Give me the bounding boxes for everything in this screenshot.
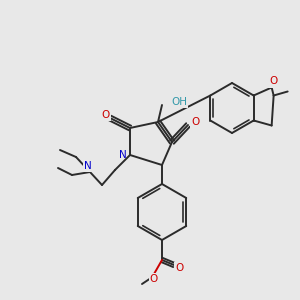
Text: O: O xyxy=(191,117,199,127)
Text: O: O xyxy=(150,274,158,284)
Text: N: N xyxy=(84,161,92,171)
Text: OH: OH xyxy=(171,97,187,107)
Text: O: O xyxy=(102,110,110,120)
Text: O: O xyxy=(175,263,183,273)
Text: O: O xyxy=(269,76,278,86)
Text: N: N xyxy=(119,150,127,160)
